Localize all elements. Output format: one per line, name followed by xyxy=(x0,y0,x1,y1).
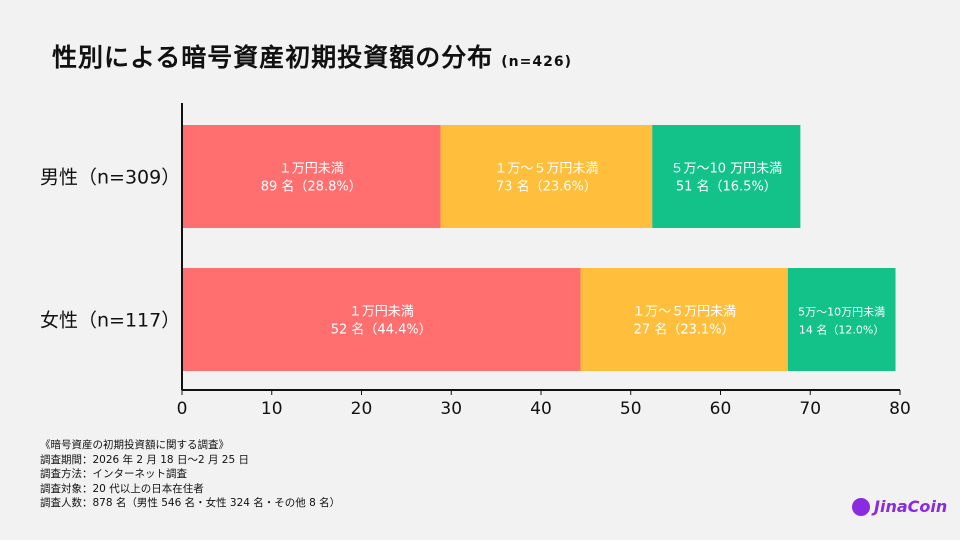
title-text: 性別による暗号資産初期投資額の分布 xyxy=(52,43,494,72)
x-tick-label: 0 xyxy=(177,399,188,419)
data-label: １万円未満 xyxy=(349,305,414,320)
data-label: 27 名（23.1%） xyxy=(634,322,735,338)
x-tick-label: 20 xyxy=(351,399,373,419)
bar-segment xyxy=(580,268,788,371)
data-label: 5万～10万円未満 xyxy=(798,306,885,319)
data-label: 73 名（23.6%） xyxy=(496,179,597,195)
logo-text: JinaCoin xyxy=(874,497,948,516)
data-label: 51 名（16.5%） xyxy=(676,179,777,195)
bar-segment xyxy=(652,125,801,228)
x-tick-label: 50 xyxy=(620,399,642,419)
logo-icon xyxy=(852,497,870,516)
jinacoin-logo: JinaCoin xyxy=(852,497,947,516)
data-label: 89 名（28.8%） xyxy=(261,179,362,195)
x-tick-label: 10 xyxy=(261,399,283,419)
category-label: 男性（n=309） xyxy=(40,167,180,189)
data-label: １万円未満 xyxy=(279,162,344,177)
note: 《暗号資産の初期投資額に関する調査》 xyxy=(40,439,229,451)
category-label: 女性（n=117） xyxy=(40,310,180,332)
x-tick-label: 40 xyxy=(530,399,552,419)
data-label: ５万～10 万円未満 xyxy=(670,162,782,177)
data-label: １万～５万円未満 xyxy=(632,305,736,320)
note: 調査対象：20 代以上の日本在住者 xyxy=(40,482,204,495)
bar-segment xyxy=(182,268,581,371)
chart-title: 性別による暗号資産初期投資額の分布 (n=426) xyxy=(52,38,572,74)
bar-segment xyxy=(182,125,441,228)
note: 調査人数：878 名（男性 546 名・女性 324 名・その他 8 名） xyxy=(40,497,341,509)
note: 調査期間：2026 年 2 月 18 日～2 月 25 日 xyxy=(40,453,250,466)
x-tick-label: 70 xyxy=(799,399,821,419)
x-tick-label: 30 xyxy=(440,399,462,419)
x-tick-label: 80 xyxy=(889,399,911,419)
bar-segment xyxy=(787,268,896,371)
subtitle: (n=426) xyxy=(501,54,572,70)
data-label: １万～５万円未満 xyxy=(494,162,598,177)
bar-segment xyxy=(440,125,653,228)
survey-notes: 《暗号資産の初期投資額に関する調査》 調査期間：2026 年 2 月 18 日～… xyxy=(40,438,340,511)
x-tick-label: 60 xyxy=(710,399,732,419)
note: 調査方法：インターネット調査 xyxy=(40,468,187,480)
data-label: 14 名（12.0%） xyxy=(799,323,884,337)
data-label: 52 名（44.4%） xyxy=(331,322,432,338)
